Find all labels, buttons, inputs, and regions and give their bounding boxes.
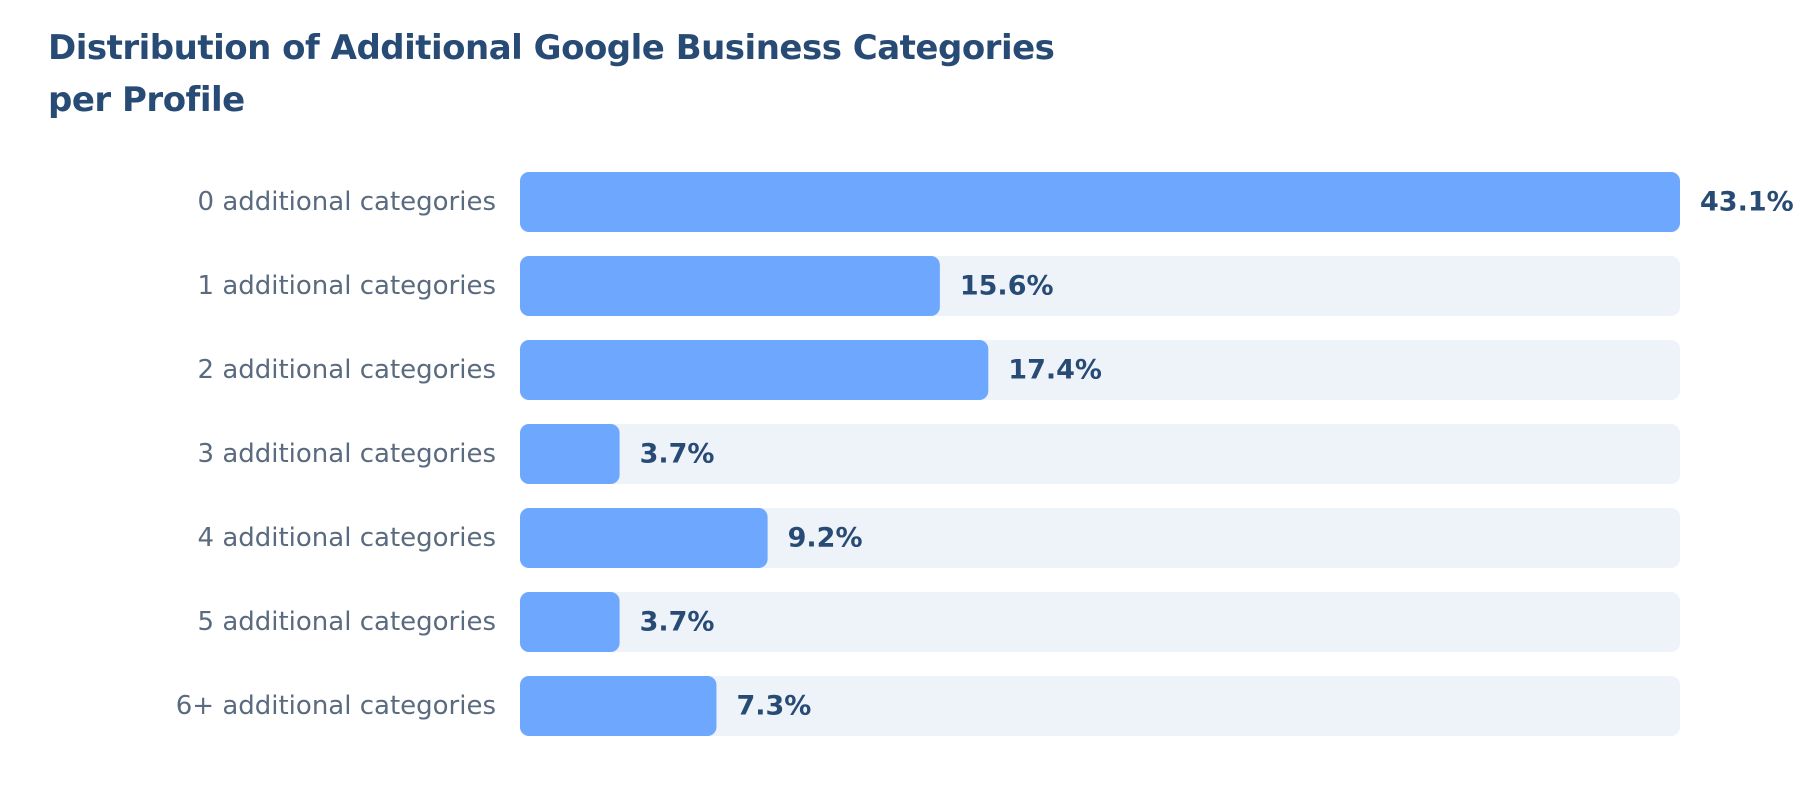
- category-label: 4 additional categories: [198, 523, 496, 553]
- bar: [520, 340, 989, 400]
- bar: [520, 256, 940, 316]
- category-label: 3 additional categories: [198, 439, 496, 469]
- category-label: 6+ additional categories: [176, 691, 496, 721]
- chart-title: Distribution of Additional Google Busine…: [48, 28, 1055, 120]
- value-label: 3.7%: [640, 439, 715, 470]
- bar-track: [520, 676, 1680, 736]
- value-label: 7.3%: [736, 691, 811, 722]
- category-label: 2 additional categories: [198, 355, 496, 385]
- bar: [520, 424, 620, 484]
- value-label: 9.2%: [788, 523, 863, 554]
- bar-track: [520, 424, 1680, 484]
- bar: [520, 676, 717, 736]
- bar: [520, 508, 768, 568]
- bar-track: [520, 508, 1680, 568]
- value-label: 17.4%: [1008, 355, 1102, 386]
- bar: [520, 172, 1680, 232]
- bar: [520, 592, 620, 652]
- category-label: 1 additional categories: [198, 271, 496, 301]
- value-label: 3.7%: [640, 607, 715, 638]
- bar-track: [520, 592, 1680, 652]
- value-label: 43.1%: [1700, 187, 1794, 218]
- category-label: 5 additional categories: [198, 607, 496, 637]
- category-label: 0 additional categories: [198, 187, 496, 217]
- value-label: 15.6%: [960, 271, 1054, 302]
